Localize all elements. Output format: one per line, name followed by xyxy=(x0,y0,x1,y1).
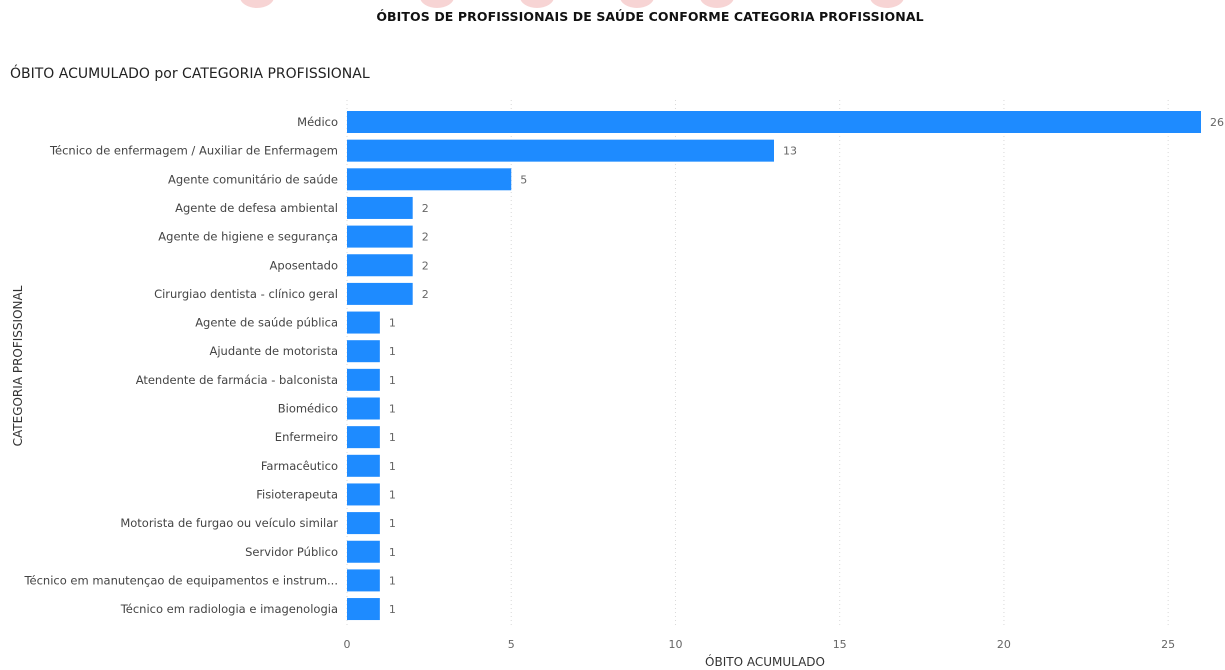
data-label: 1 xyxy=(389,460,396,473)
data-label: 5 xyxy=(520,173,527,186)
category-label: Técnico em manutençao de equipamentos e … xyxy=(23,573,338,587)
category-label: Aposentado xyxy=(270,258,338,272)
data-label: 2 xyxy=(422,202,429,215)
data-label: 2 xyxy=(422,288,429,301)
bar[interactable] xyxy=(347,454,380,477)
bar[interactable] xyxy=(347,426,380,449)
x-tick-label: 15 xyxy=(833,638,847,651)
category-label: Agente de higiene e segurança xyxy=(158,230,338,244)
data-label: 26 xyxy=(1210,116,1224,129)
category-label: Agente de defesa ambiental xyxy=(175,201,338,215)
data-label: 2 xyxy=(422,231,429,244)
data-label: 1 xyxy=(389,403,396,416)
bar[interactable] xyxy=(347,139,774,162)
bar[interactable] xyxy=(347,196,413,219)
data-label: 1 xyxy=(389,345,396,358)
x-tick-label: 5 xyxy=(508,638,515,651)
category-labels: Médico Técnico de enfermagem / Auxiliar d… xyxy=(23,115,338,616)
category-label: Motorista de furgao ou veículo similar xyxy=(120,516,338,530)
data-label: 1 xyxy=(389,603,396,616)
data-label: 1 xyxy=(389,374,396,387)
category-label: Fisioterapeuta xyxy=(256,487,338,501)
header-banner xyxy=(0,0,1225,26)
bar[interactable] xyxy=(347,111,1201,133)
category-label: Atendente de farmácia - balconista xyxy=(136,373,338,387)
category-label: Ajudante de motorista xyxy=(209,344,338,358)
x-tick-label: 20 xyxy=(997,638,1011,651)
x-tick-labels: 0 5 10 15 20 25 xyxy=(344,638,1176,651)
banner-decoration xyxy=(240,0,274,8)
category-label: Técnico de enfermagem / Auxiliar de Enfe… xyxy=(49,144,338,158)
data-label: 13 xyxy=(783,145,797,158)
category-label: Médico xyxy=(297,115,338,129)
bar[interactable] xyxy=(347,512,380,535)
data-label: 1 xyxy=(389,517,396,530)
x-axis-label: ÓBITO ACUMULADO xyxy=(705,654,825,669)
bar[interactable] xyxy=(347,397,380,420)
banner-decoration xyxy=(870,0,904,8)
category-label: Biomédico xyxy=(278,402,338,416)
category-label: Enfermeiro xyxy=(275,430,338,444)
bar[interactable] xyxy=(347,168,512,191)
value-labels: 26 13 5 2 2 2 2 1 1 1 1 1 1 1 1 1 1 1 xyxy=(389,116,1224,616)
data-label: 1 xyxy=(389,546,396,559)
category-label: Servidor Público xyxy=(245,545,338,559)
bar[interactable] xyxy=(347,254,413,277)
bar[interactable] xyxy=(347,540,380,563)
bar[interactable] xyxy=(347,483,380,506)
banner-decoration xyxy=(420,0,454,8)
bar[interactable] xyxy=(347,569,380,592)
data-label: 1 xyxy=(389,317,396,330)
data-label: 1 xyxy=(389,431,396,444)
x-tick-label: 25 xyxy=(1161,638,1175,651)
banner-decoration xyxy=(520,0,554,8)
y-axis-label: CATEGORIA PROFISSIONAL xyxy=(11,285,25,446)
x-tick-label: 0 xyxy=(344,638,351,651)
bar[interactable] xyxy=(347,225,413,248)
bar[interactable] xyxy=(347,311,380,334)
category-label: Agente comunitário de saúde xyxy=(168,172,338,186)
banner-decoration xyxy=(620,0,654,8)
x-tick-label: 10 xyxy=(668,638,682,651)
bar[interactable] xyxy=(347,598,380,621)
category-label: Cirurgiao dentista - clínico geral xyxy=(154,287,338,301)
banner-decoration xyxy=(700,0,734,8)
bar[interactable] xyxy=(347,282,413,305)
bars xyxy=(347,111,1201,621)
page-title: ÓBITOS DE PROFISSIONAIS DE SAÚDE CONFORM… xyxy=(376,9,924,24)
data-label: 1 xyxy=(389,488,396,501)
category-label: Farmacêutico xyxy=(261,459,338,473)
data-label: 2 xyxy=(422,259,429,272)
data-label: 1 xyxy=(389,574,396,587)
category-label: Técnico em radiologia e imagenologia xyxy=(120,602,338,616)
bar[interactable] xyxy=(347,368,380,391)
chart-title: ÓBITO ACUMULADO por CATEGORIA PROFISSION… xyxy=(10,66,370,82)
bar[interactable] xyxy=(347,340,380,363)
category-label: Agente de saúde pública xyxy=(195,316,338,330)
